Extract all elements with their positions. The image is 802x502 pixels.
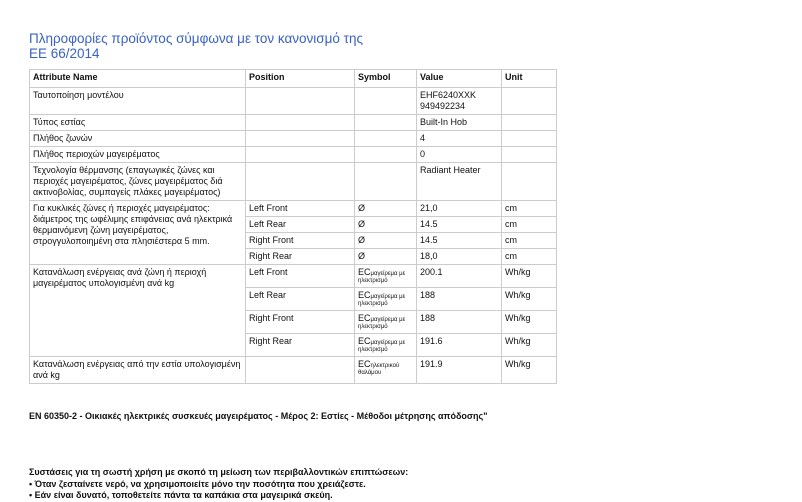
cell: Left Rear — [245, 287, 355, 311]
title-line: Πληροφορίες προϊόντος σύμφωνα με τον καν… — [29, 31, 363, 46]
cell: Right Front — [245, 310, 355, 334]
cell: 0 — [416, 146, 502, 163]
cell: Ø — [354, 200, 417, 217]
cell: EHF6240XXK 949492234 — [416, 87, 502, 115]
symbol-sub: μαγείρεμα με — [370, 317, 406, 323]
symbol-cell: ECμαγείρεμα με ηλεκτρισμό — [354, 333, 417, 357]
cell: Radiant Heater — [416, 162, 502, 201]
cell: Ø — [354, 216, 417, 233]
symbol-sub: ηλεκτρισμό — [358, 301, 388, 307]
cell: Wh/kg — [501, 333, 557, 357]
table-row: Για κυκλικές ζώνες ή περιοχές μαγειρέματ… — [29, 200, 557, 265]
cell: Wh/kg — [501, 264, 557, 288]
cell: Κατανάλωση ενέργειας ανά ζώνη ή περιοχή … — [29, 264, 246, 357]
cell: Για κυκλικές ζώνες ή περιοχές μαγειρέματ… — [29, 200, 246, 265]
cell: Πλήθος ζωνών — [29, 130, 246, 147]
cell: 21,0 — [416, 200, 502, 217]
cell: 4 — [416, 130, 502, 147]
symbol-sub: ηλεκτρισμό — [358, 347, 388, 353]
cell: 191.9 — [416, 356, 502, 384]
table-row: Πλήθος περιοχών μαγειρέματος 0 — [29, 146, 557, 163]
symbol-cell: ECηλεκτρικού θαλάμου — [354, 356, 417, 384]
symbol: EC — [358, 290, 371, 300]
table-row: Right Rear Ø 18,0 cm — [30, 248, 557, 265]
cell: 188 — [416, 310, 502, 334]
symbol: EC — [358, 359, 371, 369]
header-unit: Unit — [501, 69, 557, 88]
symbol: EC — [358, 313, 371, 323]
table-row: Κατανάλωση ενέργειας από την εστία υπολο… — [29, 356, 557, 384]
symbol: EC — [358, 336, 371, 346]
symbol-sub: μαγείρεμα με — [370, 340, 406, 346]
cell: Ταυτοποίηση μοντέλου — [29, 87, 246, 115]
cell: cm — [501, 248, 557, 265]
symbol: EC — [358, 267, 371, 277]
recommendation-item: • Όταν ζεσταίνετε νερό, να χρησιμοποιείτ… — [29, 478, 366, 489]
cell: 200.1 — [416, 264, 502, 288]
symbol-cell: ECμαγείρεμα με ηλεκτρισμό — [354, 310, 417, 334]
table-row: Ταυτοποίηση μοντέλου EHF6240XXK 949492234 — [29, 87, 557, 115]
symbol-sub: μαγείρεμα με — [370, 271, 406, 277]
cell: 18,0 — [416, 248, 502, 265]
recommendations: Συστάσεις για τη σωστή χρήση με σκοπό τη… — [29, 467, 408, 502]
table-header: Attribute Name Position Symbol Value Uni… — [29, 69, 557, 88]
cell: Left Front — [245, 264, 355, 288]
cell: cm — [501, 216, 557, 233]
header-value: Value — [416, 69, 502, 88]
cell: 188 — [416, 287, 502, 311]
cell: Ø — [354, 232, 417, 249]
cell: Τύπος εστίας — [29, 114, 246, 131]
cell: Left Front — [245, 200, 355, 217]
recommendations-heading: Συστάσεις για τη σωστή χρήση με σκοπό τη… — [29, 467, 409, 477]
cell: cm — [501, 232, 557, 249]
cell: Wh/kg — [501, 287, 557, 311]
symbol-cell: ECμαγείρεμα με ηλεκτρισμό — [354, 264, 417, 288]
symbol-cell: ECμαγείρεμα με ηλεκτρισμό — [354, 287, 417, 311]
model-number: 949492234 — [420, 101, 466, 111]
table-row: Τύπος εστίας Built-In Hob — [29, 114, 557, 131]
symbol-sub: μαγείρεμα με — [370, 294, 406, 300]
cell: Πλήθος περιοχών μαγειρέματος — [29, 146, 246, 163]
cell: Right Rear — [245, 333, 355, 357]
cell: Right Rear — [245, 248, 355, 265]
cell: Left Rear — [245, 216, 355, 233]
table-row: Πλήθος ζωνών 4 — [29, 130, 557, 147]
table-row: Κατανάλωση ενέργειας ανά ζώνη ή περιοχή … — [29, 264, 557, 357]
cell: Τεχνολογία θέρμανσης (επαγωγικές ζώνες κ… — [29, 162, 246, 201]
cell: Ø — [354, 248, 417, 265]
cell: Κατανάλωση ενέργειας από την εστία υπολο… — [29, 356, 246, 384]
standard-reference: EN 60350-2 - Οικιακές ηλεκτρικές συσκευέ… — [29, 411, 488, 421]
title-line: ΕΕ 66/2014 — [29, 46, 100, 61]
cell: Built-In Hob — [416, 114, 502, 131]
product-info-table: Attribute Name Position Symbol Value Uni… — [29, 69, 557, 384]
header-attribute: Attribute Name — [29, 69, 246, 88]
cell: cm — [501, 200, 557, 217]
cell: Right Front — [245, 232, 355, 249]
symbol-sub: ηλεκτρισμό — [358, 324, 388, 330]
model-code: EHF6240XXK — [420, 90, 477, 100]
cell: Wh/kg — [501, 356, 557, 384]
symbol-sub: θαλάμου — [358, 370, 382, 376]
page-title: Πληροφορίες προϊόντος σύμφωνα με τον καν… — [29, 31, 363, 61]
symbol-sub: ηλεκτρικού — [370, 363, 400, 369]
recommendation-item: • Εάν είναι δυνατό, τοποθετείτε πάντα τα… — [29, 490, 333, 500]
cell: 191.6 — [416, 333, 502, 357]
header-symbol: Symbol — [354, 69, 417, 88]
header-position: Position — [245, 69, 355, 88]
table-row: Left Rear Ø 14.5 cm — [30, 216, 557, 233]
cell: 14.5 — [416, 232, 502, 249]
cell: Wh/kg — [501, 310, 557, 334]
table-row: Τεχνολογία θέρμανσης (επαγωγικές ζώνες κ… — [29, 162, 557, 201]
symbol-sub: ηλεκτρισμό — [358, 278, 388, 284]
cell: 14.5 — [416, 216, 502, 233]
